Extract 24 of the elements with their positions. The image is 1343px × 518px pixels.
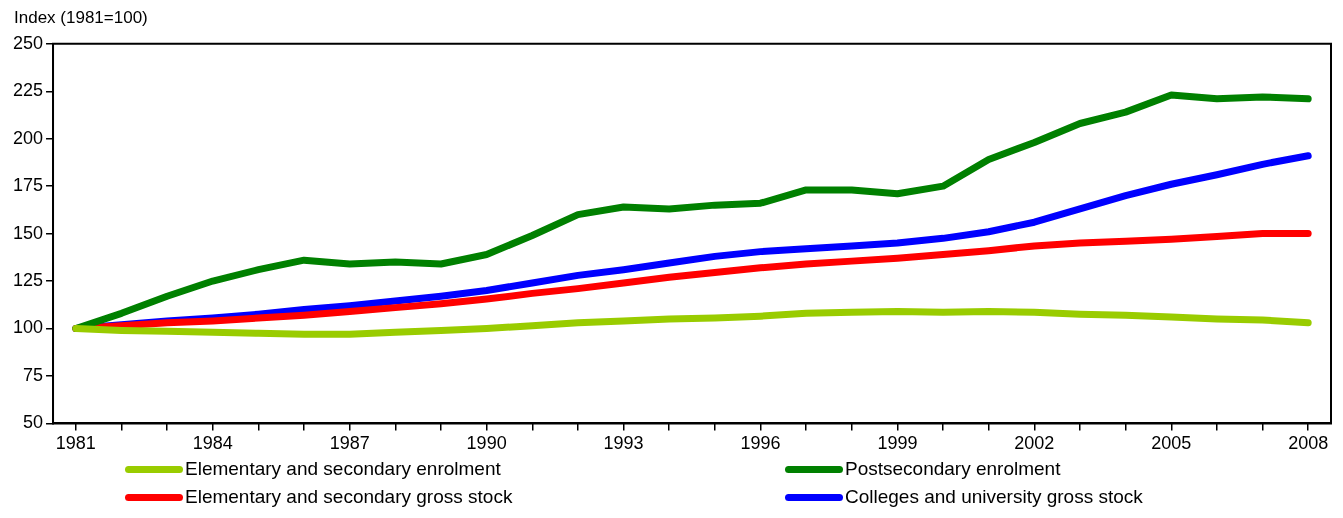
y-tick-label: 75 xyxy=(23,364,44,385)
legend-label: Colleges and university gross stock xyxy=(845,486,1143,508)
x-tick-label: 2002 xyxy=(1014,433,1055,454)
y-tick-label: 175 xyxy=(12,175,44,196)
x-tick-label: 1990 xyxy=(466,433,507,454)
legend-label: Elementary and secondary gross stock xyxy=(185,486,513,508)
x-tick-label: 1981 xyxy=(55,433,96,454)
legend-label: Postsecondary enrolment xyxy=(845,458,1061,480)
y-tick-label: 50 xyxy=(23,412,44,433)
legend-label: Elementary and secondary enrolment xyxy=(185,458,501,480)
y-tick-label: 200 xyxy=(12,127,44,148)
y-tick-label: 125 xyxy=(12,270,44,291)
x-tick-label: 2008 xyxy=(1288,433,1329,454)
y-tick-label: 250 xyxy=(12,32,44,53)
x-tick-label: 2005 xyxy=(1151,433,1192,454)
x-tick-label: 1999 xyxy=(877,433,918,454)
x-tick-label: 1993 xyxy=(603,433,644,454)
y-axis-title: Index (1981=100) xyxy=(14,8,148,28)
x-tick-label: 1984 xyxy=(192,433,233,454)
x-tick-label: 1996 xyxy=(740,433,781,454)
y-tick-label: 150 xyxy=(12,222,44,243)
y-tick-label: 225 xyxy=(12,80,44,101)
x-tick-label: 1987 xyxy=(329,433,370,454)
y-tick-label: 100 xyxy=(12,317,44,338)
